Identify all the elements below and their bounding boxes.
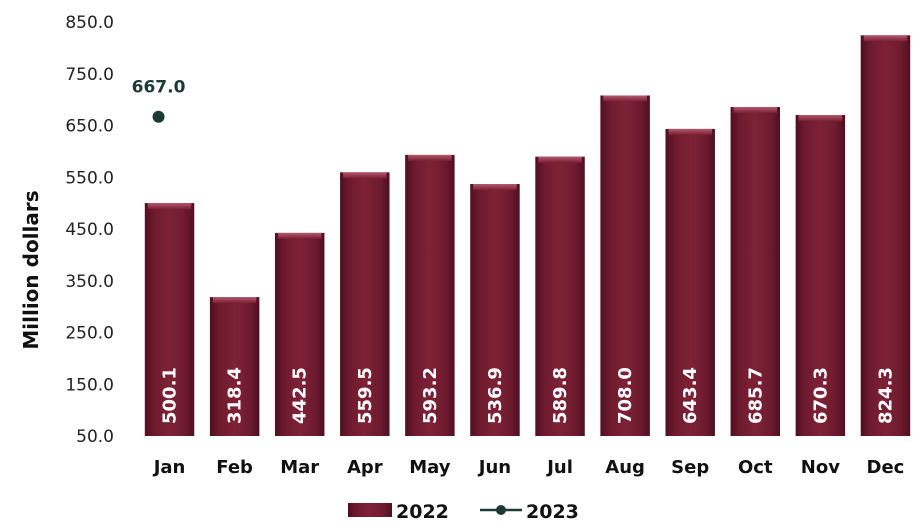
x-tick-label: Jan	[152, 457, 186, 478]
x-tick-label: Jun	[477, 457, 511, 478]
legend-marker-2023	[496, 505, 506, 515]
bar-dec	[860, 35, 911, 437]
bar-jan	[144, 203, 195, 436]
bar-top-bevel	[343, 172, 387, 179]
bar-value-label: 670.3	[810, 367, 831, 424]
x-tick-label: Feb	[216, 457, 253, 478]
bar-top-bevel	[147, 203, 192, 210]
bar-top-bevel	[863, 35, 908, 42]
y-tick-label: 350.0	[65, 272, 114, 292]
legend-label-2022: 2022	[396, 501, 449, 523]
y-axis-title: Million dollars	[19, 190, 43, 349]
y-tick-label: 50.0	[76, 427, 114, 447]
bar-jun	[470, 184, 520, 436]
y-tick-label: 550.0	[65, 168, 114, 188]
y-tick-label: 850.0	[65, 13, 114, 33]
bar-value-label: 824.3	[875, 367, 896, 424]
y-axis-ticks: 850.0 750.0 650.0 550.0 450.0 350.0 250.0 150.0…	[65, 13, 114, 447]
bar-value-label: 685.7	[745, 367, 766, 424]
x-tick-label: Dec	[867, 457, 905, 478]
y-tick-label: 450.0	[65, 220, 114, 240]
bar-may	[405, 154, 455, 437]
bar-value-label: 442.5	[290, 367, 311, 424]
y-tick-label: 650.0	[65, 117, 114, 137]
bar-value-label: 593.2	[420, 367, 441, 424]
bar-top-bevel	[668, 128, 712, 135]
bar-top-bevel	[538, 156, 582, 163]
point-value-label: 667.0	[132, 78, 186, 98]
bar-value-label: 536.9	[485, 367, 506, 424]
x-axis-labels: Jan Feb Mar Apr May Jun Jul Aug Sep Oct Nov Dec	[152, 457, 905, 478]
bar-value-label: 643.4	[680, 367, 701, 424]
x-tick-label: Aug	[605, 457, 645, 478]
bar-top-bevel	[798, 114, 843, 121]
bar-apr	[340, 172, 390, 437]
x-tick-label: Apr	[347, 457, 383, 478]
bar-value-label: 559.5	[355, 367, 376, 424]
point-2023-jan	[152, 110, 165, 123]
bar-nov	[795, 114, 846, 436]
bar-feb	[209, 297, 260, 436]
y-tick-label: 750.0	[65, 65, 114, 85]
bar-jul	[535, 156, 585, 436]
x-tick-label: Oct	[738, 457, 773, 478]
bar-sep	[665, 128, 715, 436]
x-tick-label: Sep	[671, 457, 709, 478]
legend-label-2023: 2023	[526, 501, 579, 523]
bar-top-bevel	[212, 297, 257, 304]
x-tick-label: Jul	[545, 457, 573, 478]
bar-top-bevel	[473, 184, 517, 191]
bar-oct	[730, 107, 781, 436]
x-tick-label: Nov	[801, 457, 840, 478]
x-tick-label: May	[409, 457, 451, 478]
legend-swatch-2022	[348, 503, 392, 517]
bar-top-bevel	[408, 154, 452, 161]
bar-value-label: 708.0	[615, 367, 636, 424]
bar-top-bevel	[277, 232, 322, 239]
line-series-2023: 667.0	[132, 78, 186, 123]
bar-value-label: 318.4	[225, 367, 246, 424]
bar-series-2022: 500.1 318.4 442.5 559.5 593.2 536.9 589.8 708.0…	[144, 35, 911, 437]
bar-aug	[600, 95, 650, 437]
legend: 2022 2023	[348, 501, 579, 523]
bar-top-bevel	[603, 95, 647, 102]
bar-value-label: 589.8	[550, 367, 571, 424]
bar-top-bevel	[733, 107, 778, 114]
y-tick-label: 250.0	[65, 324, 114, 344]
bar-value-label: 500.1	[160, 367, 181, 424]
bar-mar	[274, 232, 325, 436]
x-tick-label: Mar	[280, 457, 319, 478]
y-tick-label: 150.0	[65, 375, 114, 395]
